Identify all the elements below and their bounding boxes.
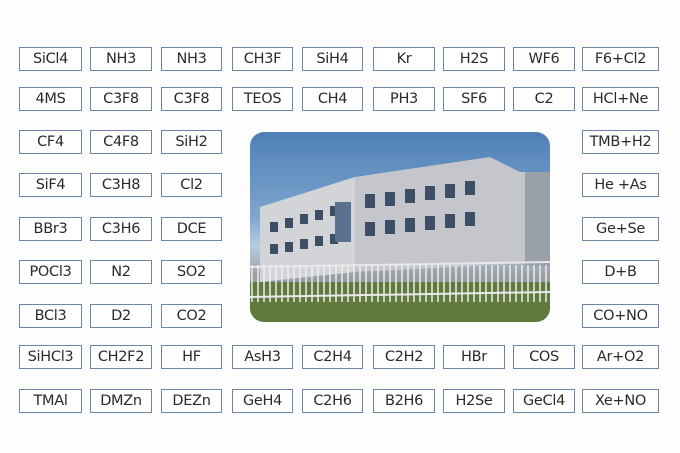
gas-label: Cl2 xyxy=(161,173,222,197)
gas-label: GeCl4 xyxy=(513,389,575,413)
gas-label: CH3F xyxy=(232,47,293,71)
gas-label: HBr xyxy=(443,345,505,369)
gas-label: N2 xyxy=(90,260,152,284)
lawn xyxy=(250,282,550,322)
gas-label: B2H6 xyxy=(373,389,435,413)
gas-label: Kr xyxy=(373,47,435,71)
gas-label: DCE xyxy=(161,217,222,241)
gas-label: C2H6 xyxy=(302,389,363,413)
factory-building-photo xyxy=(250,132,550,322)
gas-label: C2H4 xyxy=(302,345,363,369)
gas-label: DEZn xyxy=(161,389,222,413)
gas-label: C3F8 xyxy=(161,87,222,111)
windows xyxy=(270,181,475,254)
gas-label: C3H6 xyxy=(90,217,152,241)
gas-label: NH3 xyxy=(161,47,222,71)
gas-label: TMB+H2 xyxy=(582,130,659,154)
gas-label: SiF4 xyxy=(19,173,82,197)
gas-label: SF6 xyxy=(443,87,505,111)
gas-label: CO+NO xyxy=(582,304,659,328)
gas-label: Ar+O2 xyxy=(582,345,659,369)
building-illustration xyxy=(250,157,550,322)
gas-label: SiH2 xyxy=(161,130,222,154)
gas-label: TEOS xyxy=(232,87,293,111)
gas-label: WF6 xyxy=(513,47,575,71)
gas-label: CF4 xyxy=(19,130,82,154)
gas-label: GeH4 xyxy=(232,389,293,413)
gas-label: 4MS xyxy=(19,87,82,111)
gas-label: TMAl xyxy=(19,389,82,413)
gas-label: D2 xyxy=(90,304,152,328)
gas-label: HCl+Ne xyxy=(582,87,659,111)
gas-label: CO2 xyxy=(161,304,222,328)
gas-label: NH3 xyxy=(90,47,152,71)
gas-label: SiH4 xyxy=(302,47,363,71)
gas-label: C2 xyxy=(513,87,575,111)
gas-label: POCl3 xyxy=(19,260,82,284)
building-left-wing xyxy=(260,177,355,282)
gas-label: He +As xyxy=(582,173,659,197)
gas-label: BBr3 xyxy=(19,217,82,241)
gas-label: DMZn xyxy=(90,389,152,413)
gas-label: C3H8 xyxy=(90,173,152,197)
gas-label: PH3 xyxy=(373,87,435,111)
gas-label: C2H2 xyxy=(373,345,435,369)
gas-label: C4F8 xyxy=(90,130,152,154)
gas-label: AsH3 xyxy=(232,345,293,369)
gas-label: H2S xyxy=(443,47,505,71)
gas-label: BCl3 xyxy=(19,304,82,328)
gas-label: Ge+Se xyxy=(582,217,659,241)
gas-label: HF xyxy=(161,345,222,369)
gas-label: C3F8 xyxy=(90,87,152,111)
gas-label: D+B xyxy=(582,260,659,284)
gas-label: CH4 xyxy=(302,87,363,111)
gas-label: COS xyxy=(513,345,575,369)
gas-label: SiCl4 xyxy=(19,47,82,71)
gas-label: H2Se xyxy=(443,389,505,413)
gas-label: CH2F2 xyxy=(90,345,152,369)
gas-label: SiHCl3 xyxy=(19,345,82,369)
gas-label: F6+Cl2 xyxy=(582,47,659,71)
gas-label: SO2 xyxy=(161,260,222,284)
gas-label: Xe+NO xyxy=(582,389,659,413)
